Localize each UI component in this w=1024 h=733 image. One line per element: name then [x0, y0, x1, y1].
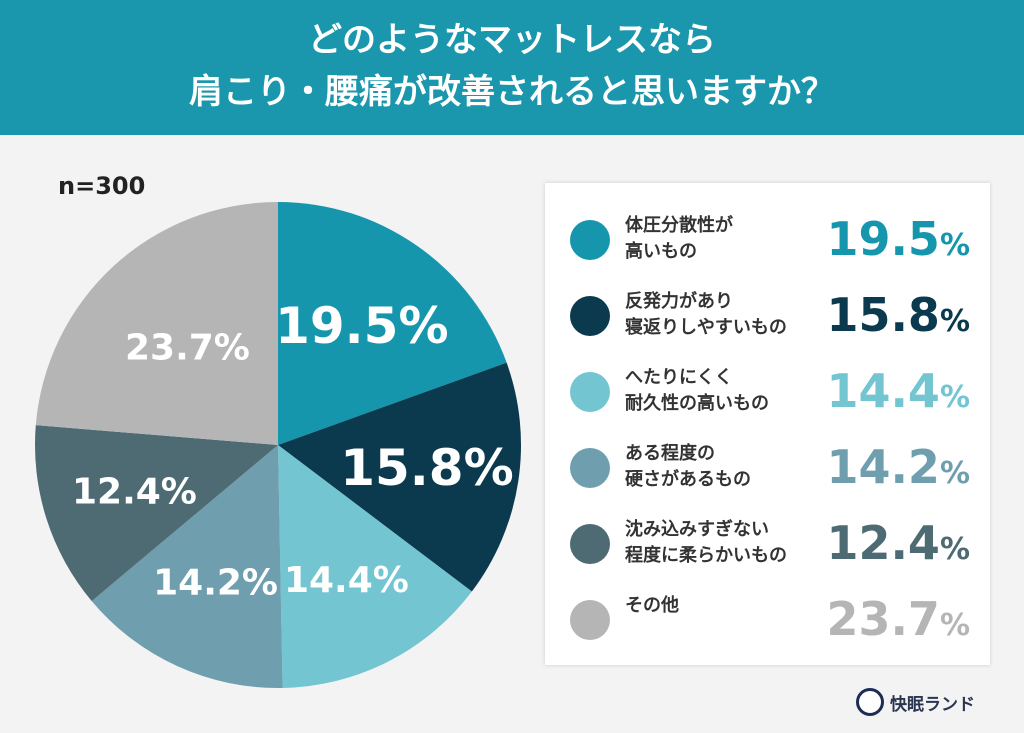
legend-item: その他 23.7% [545, 585, 990, 655]
title-line-2: 肩こり・腰痛が改善されると思いますか？ [189, 72, 835, 112]
legend-swatch [570, 524, 610, 564]
legend-label: へたりにくく 耐久性の高いもの [625, 367, 769, 414]
legend-item: へたりにくく 耐久性の高いもの 14.4% [545, 357, 990, 427]
pie-slice [278, 362, 521, 592]
brand-logo: 快眠ランド [856, 688, 975, 716]
pie-slice [35, 425, 279, 602]
legend-swatch [570, 296, 610, 336]
pie-slice [91, 445, 283, 688]
legend-item: 沈み込みすぎない 程度に柔らかいもの 12.4% [545, 509, 990, 579]
legend-value: 14.4% [826, 364, 970, 418]
slice-label: 15.8% [340, 439, 513, 497]
legend-label: 沈み込みすぎない 程度に柔らかいもの [625, 519, 787, 566]
legend-swatch [570, 372, 610, 412]
pie-slice [278, 202, 507, 445]
slice-label: 14.4% [284, 560, 409, 601]
legend-swatch [570, 600, 610, 640]
legend-label: 体圧分散性が 高いもの [625, 215, 733, 262]
legend: 体圧分散性が 高いもの 19.5% 反発力があり 寝返りしやすいもの 15.8% へたり… [545, 183, 990, 665]
slice-label: 14.2% [153, 563, 278, 604]
chart-title: どのようなマットレスなら 肩こり・腰痛が改善されると思いますか？ [0, 0, 1024, 135]
legend-label: 反発力があり 寝返りしやすいもの [625, 291, 787, 338]
legend-label: ある程度の 硬さがあるもの [625, 443, 751, 490]
brand-name: 快眠ランド [890, 694, 975, 715]
legend-value: 15.8% [826, 288, 970, 342]
pie-chart: 19.5% 15.8% 14.4%14.2% 12.4% 23.7% [35, 202, 521, 688]
legend-item: 反発力があり 寝返りしやすいもの 15.8% [545, 281, 990, 351]
pie-slice [35, 202, 278, 445]
legend-swatch [570, 220, 610, 260]
pie-slice [278, 445, 472, 688]
brand-logo-icon [856, 688, 884, 716]
legend-value: 23.7% [826, 592, 970, 646]
legend-swatch [570, 448, 610, 488]
slice-label: 19.5% [275, 297, 448, 355]
legend-item: ある程度の 硬さがあるもの 14.2% [545, 433, 990, 503]
legend-value: 14.2% [826, 440, 970, 494]
sample-size: n=300 [58, 172, 146, 200]
title-line-1: どのようなマットレスなら [308, 20, 716, 60]
legend-value: 12.4% [826, 516, 970, 570]
legend-item: 体圧分散性が 高いもの 19.5% [545, 205, 990, 275]
legend-label: その他 [625, 595, 679, 616]
slice-label: 12.4% [72, 471, 197, 512]
legend-value: 19.5% [826, 212, 970, 266]
slice-label: 23.7% [125, 327, 250, 368]
